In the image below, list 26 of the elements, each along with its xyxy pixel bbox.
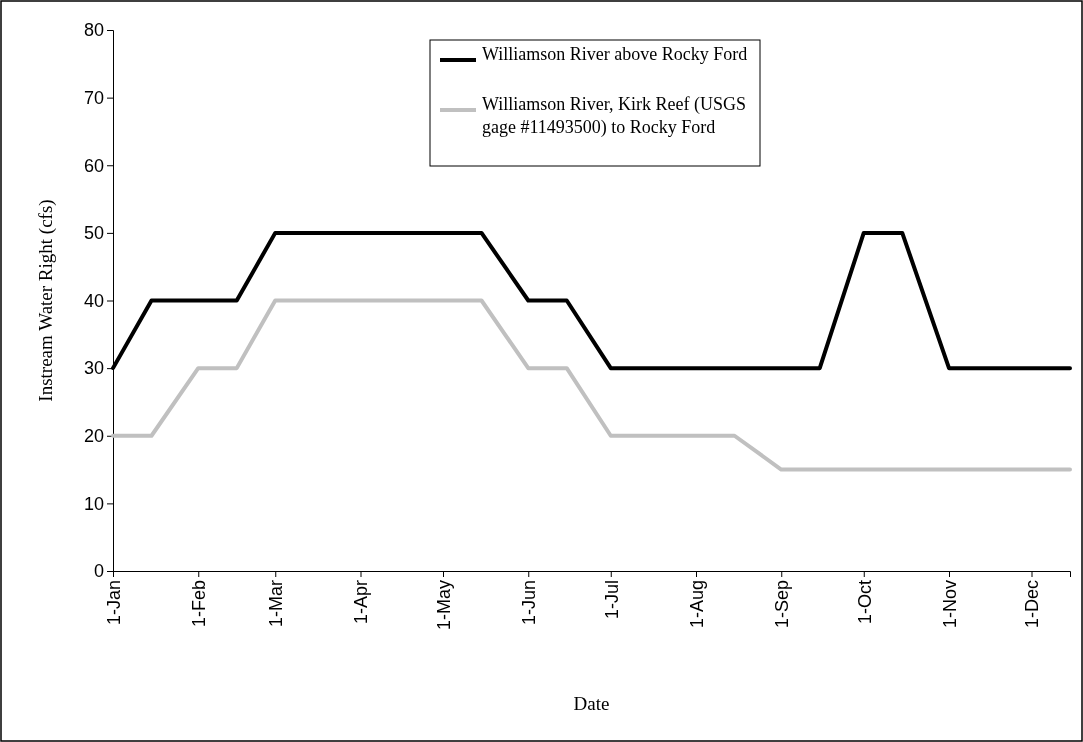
line-series	[111, 298, 1072, 472]
legend-label: Williamson River, Kirk Reef (USGS gage #11493500) to Rocky Ford	[482, 94, 747, 139]
y-tick-label: 80	[83, 20, 104, 41]
x-tick-label: 1-Apr	[351, 579, 372, 625]
x-tick-label: 1-Jul	[601, 580, 622, 620]
y-tick-label: 70	[83, 87, 104, 108]
x-tick-label: 1-Nov	[939, 580, 960, 629]
y-tick-label: 60	[83, 155, 104, 176]
legend-label: Williamson River above Rocky Ford	[482, 44, 748, 64]
x-tick-label: 1-Jan	[103, 580, 124, 626]
y-tick-label: 0	[93, 561, 104, 582]
y-tick-label: 50	[83, 223, 104, 244]
x-tick-label: 1-Sep	[772, 580, 793, 629]
x-tick-label: 1-Mar	[266, 580, 287, 628]
y-axis-title: Instream Water Right (cfs)	[35, 199, 57, 402]
x-tick-label: 1-Jun	[519, 580, 540, 626]
y-tick-label: 30	[83, 358, 104, 379]
x-axis-title: Date	[573, 693, 610, 714]
y-tick-label: 20	[83, 426, 104, 447]
y-tick-label: 40	[83, 290, 104, 311]
x-tick-label: 1-Dec	[1022, 580, 1043, 629]
x-tick-label: 1-Aug	[686, 580, 707, 629]
x-tick-label: 1-May	[433, 580, 454, 631]
y-tick-label: 10	[83, 493, 104, 514]
x-tick-label: 1-Oct	[854, 580, 875, 625]
x-tick-label: 1-Feb	[189, 580, 210, 628]
